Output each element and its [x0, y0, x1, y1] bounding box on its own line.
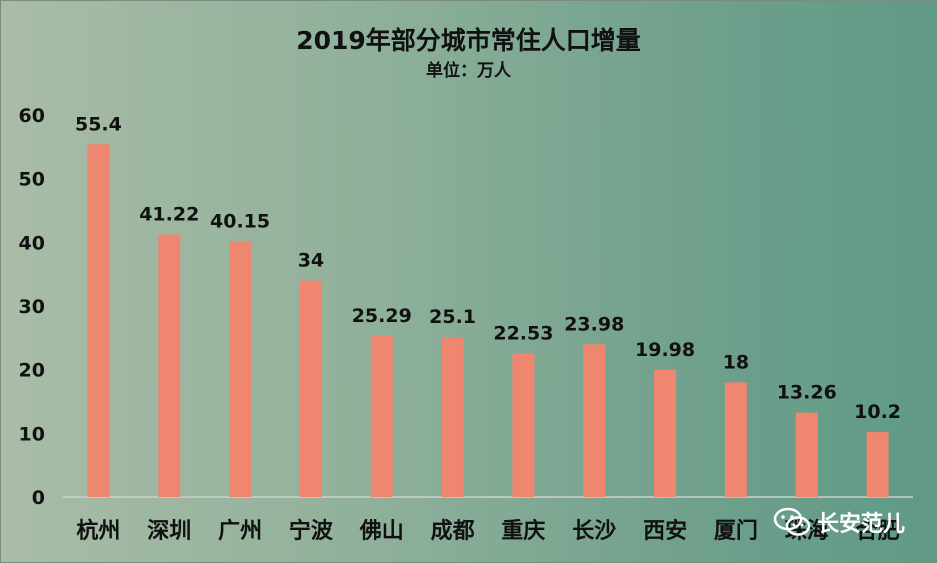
data-label: 13.26	[777, 382, 837, 404]
y-tick-label: 0	[32, 487, 45, 509]
watermark-text: 长安范儿	[817, 512, 906, 537]
x-tick-label: 广州	[218, 518, 262, 544]
x-tick-label: 宁波	[289, 518, 334, 544]
data-label: 34	[298, 250, 324, 272]
x-tick-label: 合肥	[856, 518, 900, 544]
x-tick-label: 杭州	[76, 518, 120, 544]
data-label: 19.98	[635, 339, 695, 361]
bar	[654, 369, 677, 497]
data-label: 18	[723, 351, 749, 373]
data-label: 41.22	[139, 204, 199, 226]
bar	[158, 234, 181, 498]
x-tick-label: 佛山	[359, 519, 404, 544]
x-tick-label: 长沙	[572, 519, 616, 544]
data-label: 25.29	[352, 305, 412, 327]
x-tick-label: 成都	[431, 519, 475, 544]
bar	[866, 432, 889, 497]
wechat-icon	[773, 507, 811, 536]
bar	[441, 337, 464, 497]
y-tick-label: 30	[19, 296, 45, 318]
bar	[724, 382, 747, 497]
bar	[87, 144, 110, 497]
bar	[512, 353, 535, 497]
bar	[795, 412, 818, 497]
bar	[229, 241, 252, 497]
watermark: 长安范儿	[773, 506, 905, 538]
chart-title: 2019年部分城市常住人口增量	[296, 26, 641, 55]
x-tick-label: 厦门	[714, 518, 758, 544]
y-tick-label: 10	[19, 423, 45, 445]
data-label: 22.53	[493, 323, 553, 345]
x-tick-label: 西安	[643, 518, 687, 544]
bar	[299, 280, 322, 497]
data-label: 55.4	[75, 113, 122, 135]
y-tick-label: 40	[19, 232, 45, 254]
bar	[370, 335, 393, 497]
y-tick-label: 20	[19, 360, 45, 382]
data-label: 10.2	[854, 401, 901, 423]
data-label: 23.98	[564, 313, 624, 335]
chart-subtitle: 单位：万人	[426, 61, 511, 81]
data-label: 40.15	[210, 210, 270, 232]
y-tick-label: 60	[19, 105, 45, 127]
x-tick-label: 重庆	[501, 518, 545, 544]
bar	[583, 344, 606, 497]
y-tick-label: 50	[19, 169, 45, 191]
data-label: 25.1	[429, 306, 476, 328]
x-tick-label: 深圳	[147, 519, 191, 544]
